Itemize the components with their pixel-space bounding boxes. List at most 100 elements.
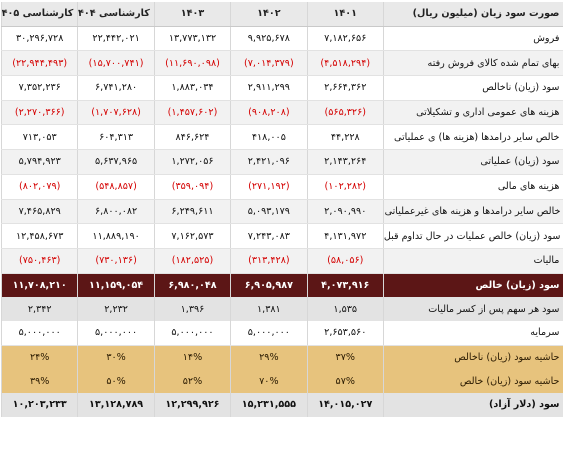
row-value: (۳۱۳,۴۲۸) — [230, 248, 308, 274]
row-label: هزینه های عمومی اداری و تشکیلاتی — [382, 100, 564, 126]
row-value: (۵۶۵,۳۲۶) — [306, 100, 384, 126]
row-value: (۷۵۰,۴۶۳) — [0, 248, 78, 274]
row-value: ۴,۰۷۳,۹۱۶ — [306, 273, 384, 298]
row-value: ۶۰۴,۳۱۳ — [77, 124, 155, 151]
row-value: ۲,۱۴۳,۲۶۴ — [306, 149, 384, 175]
row-label: سود هر سهم پس از کسر مالیات — [382, 297, 564, 321]
row-value: (۱۰۲,۲۸۲) — [306, 174, 384, 200]
row-value: ۲,۶۶۴,۳۶۲ — [306, 75, 384, 101]
row-value: (۵۸,۰۵۶) — [306, 248, 384, 274]
row-value: ۶,۹۸۰,۰۴۸ — [153, 273, 231, 298]
row-value: ۲,۰۹۰,۹۹۰ — [306, 199, 384, 225]
row-value: (۵۴۸,۸۵۷) — [77, 174, 155, 200]
row-value: ۳۹% — [0, 369, 78, 393]
row-label: خالص سایر درامدها و هزینه های غیرعملیاتی — [382, 199, 564, 225]
row-value: ۷,۴۶۵,۸۲۹ — [0, 199, 78, 225]
row-value: ۵,۰۰۰,۰۰۰ — [230, 320, 308, 346]
row-value: ۶,۷۴۱,۲۸۰ — [77, 75, 155, 101]
row-value: ۲,۳۴۲ — [0, 297, 78, 321]
row-value: ۳۷% — [306, 345, 384, 370]
row-value: ۶,۸۰۰,۰۸۲ — [77, 199, 155, 225]
table-row: خالص سایر درامدها (هزینه ها) ی عملیاتی ۴۴… — [0, 124, 564, 151]
row-value: ۱۱,۱۵۹,۰۵۴ — [77, 273, 155, 298]
table-row: هزینه های مالی (۱۰۲,۲۸۲) (۲۷۱,۱۹۲) (۳۵۹,۰۹۴… — [0, 174, 564, 200]
row-value: (۱۱,۶۹۰,۰۹۸) — [153, 50, 231, 77]
row-value: (۱,۷۰۷,۶۲۸) — [77, 100, 155, 126]
row-value: (۲۷۱,۱۹۲) — [230, 174, 308, 200]
row-value: ۵۷% — [306, 369, 384, 393]
table-row: حاشیه سود (زیان) خالص ۵۷% ۷۰% ۵۲% ۵۰% ۳۹% — [0, 369, 564, 393]
row-value: ۷,۳۵۲,۲۳۶ — [0, 75, 78, 101]
row-value: ۵,۰۰۰,۰۰۰ — [0, 320, 78, 346]
table-row: سود هر سهم پس از کسر مالیات ۱,۵۳۵ ۱,۳۸۱ ۱,۳… — [0, 297, 564, 321]
row-label: مالیات — [382, 248, 564, 274]
row-label: بهای تمام شده کالای فروش رفته — [382, 50, 564, 77]
row-value: ۵۰% — [77, 369, 155, 393]
row-value: ۱,۳۹۶ — [153, 297, 231, 321]
row-value: (۷۳۰,۱۳۶) — [77, 248, 155, 274]
row-value: ۶,۲۴۹,۶۱۱ — [153, 199, 231, 225]
row-value: ۲,۹۱۱,۲۹۹ — [230, 75, 308, 101]
row-value: ۵,۷۹۴,۹۲۳ — [0, 149, 78, 175]
table-row: حاشیه سود (زیان) ناخالص ۳۷% ۲۹% ۱۴% ۳۰% ۲۴% — [0, 345, 564, 370]
row-value: ۱۲,۲۹۹,۹۲۶ — [153, 393, 231, 417]
row-value: ۷,۱۸۲,۶۵۶ — [306, 26, 384, 52]
row-value: ۷۰% — [230, 369, 308, 393]
table-row: مالیات (۵۸,۰۵۶) (۳۱۳,۴۲۸) (۱۸۲,۵۲۵) (۷۳۰,۱۳۶… — [0, 248, 564, 274]
table-row: خالص سایر درامدها و هزینه های غیرعملیاتی… — [0, 199, 564, 225]
row-value: ۱۲,۴۵۸,۶۷۳ — [0, 223, 78, 249]
row-value: ۲,۶۵۳,۵۶۰ — [306, 320, 384, 346]
row-value: (۱۸۲,۵۲۵) — [153, 248, 231, 274]
table-row: بهای تمام شده کالای فروش رفته (۴,۵۱۸,۲۹۴)… — [0, 50, 564, 77]
row-value: ۴۱۸,۰۰۵ — [230, 124, 308, 151]
row-value: ۱۳,۱۲۸,۷۸۹ — [77, 393, 155, 417]
header-year: کارشناسی ۱۴۰۴ — [77, 2, 155, 27]
header-year: کارشناسی ۱۴۰۵ — [0, 2, 78, 27]
row-value: ۳۰% — [77, 345, 155, 370]
row-value: ۴,۱۳۱,۹۷۲ — [306, 223, 384, 249]
row-value: (۹۰۸,۲۰۸) — [230, 100, 308, 126]
row-value: ۱۱,۷۰۸,۲۱۰ — [0, 273, 78, 298]
row-label: سود (زیان) خالص — [382, 273, 564, 298]
table-row: سود (زیان) خالص عملیات در حال تداوم قبل … — [0, 223, 564, 249]
row-value: ۱۴,۰۱۵,۰۲۷ — [306, 393, 384, 417]
row-value: ۱,۵۳۵ — [306, 297, 384, 321]
row-value: ۵۲% — [153, 369, 231, 393]
row-value: ۶,۹۰۵,۹۸۷ — [230, 273, 308, 298]
row-label: سود (زیان) خالص عملیات در حال تداوم قبل … — [382, 223, 564, 249]
row-value: (۳۵۹,۰۹۴) — [153, 174, 231, 200]
row-value: ۲۲,۴۴۲,۰۲۱ — [77, 26, 155, 52]
row-value: ۲۴% — [0, 345, 78, 370]
row-value: (۲,۲۷۰,۳۶۶) — [0, 100, 78, 126]
header-year: ۱۴۰۲ — [230, 2, 308, 27]
row-value: ۴۴,۲۲۸ — [306, 124, 384, 151]
header-row: صورت سود زیان (میلیون ریال) ۱۴۰۱ ۱۴۰۲ ۱۴… — [0, 2, 564, 27]
table-row: سود (زیان) عملیاتی ۲,۱۴۳,۲۶۴ ۲,۴۲۱,۰۹۶ ۱,۲۷… — [0, 149, 564, 175]
row-value: ۷,۱۶۲,۵۷۳ — [153, 223, 231, 249]
row-label: فروش — [382, 26, 564, 52]
income-statement-table: صورت سود زیان (میلیون ریال) ۱۴۰۱ ۱۴۰۲ ۱۴… — [0, 2, 564, 417]
table-body: فروش ۷,۱۸۲,۶۵۶ ۹,۹۲۵,۶۷۸ ۱۳,۷۷۳,۱۳۲ ۲۲,۴۴۲,۰… — [0, 26, 564, 417]
header-year: ۱۴۰۱ — [306, 2, 384, 27]
row-value: ۱,۸۸۳,۰۳۴ — [153, 75, 231, 101]
row-label: خالص سایر درامدها (هزینه ها) ی عملیاتی — [382, 124, 564, 151]
table-row: هزینه های عمومی اداری و تشکیلاتی (۵۶۵,۳۲۶… — [0, 100, 564, 126]
row-value: ۱,۲۷۲,۰۵۶ — [153, 149, 231, 175]
table-row: فروش ۷,۱۸۲,۶۵۶ ۹,۹۲۵,۶۷۸ ۱۳,۷۷۳,۱۳۲ ۲۲,۴۴۲,۰… — [0, 26, 564, 52]
header-label: صورت سود زیان (میلیون ریال) — [382, 2, 564, 27]
row-label: هزینه های مالی — [382, 174, 564, 200]
header-year: ۱۴۰۳ — [153, 2, 231, 27]
row-value: ۷۱۳,۰۵۳ — [0, 124, 78, 151]
row-value: ۸۴۶,۶۲۴ — [153, 124, 231, 151]
table-row: سود (دلار آزاد) ۱۴,۰۱۵,۰۲۷ ۱۵,۲۳۱,۵۵۵ ۱۲,۲۹… — [0, 393, 564, 417]
row-value: ۹,۹۲۵,۶۷۸ — [230, 26, 308, 52]
table-row: سود (زیان) ناخالص ۲,۶۶۴,۳۶۲ ۲,۹۱۱,۲۹۹ ۱,۸۸۳… — [0, 75, 564, 101]
row-value: ۵,۰۹۳,۱۷۹ — [230, 199, 308, 225]
row-value: (۸۰۲,۰۷۹) — [0, 174, 78, 200]
row-value: (۱,۴۵۷,۶۰۲) — [153, 100, 231, 126]
row-value: ۱۴% — [153, 345, 231, 370]
row-value: ۵,۰۰۰,۰۰۰ — [77, 320, 155, 346]
row-value: ۷,۲۴۳,۰۸۳ — [230, 223, 308, 249]
row-label: سود (دلار آزاد) — [382, 393, 564, 417]
row-value: ۱۱,۸۸۹,۱۹۰ — [77, 223, 155, 249]
